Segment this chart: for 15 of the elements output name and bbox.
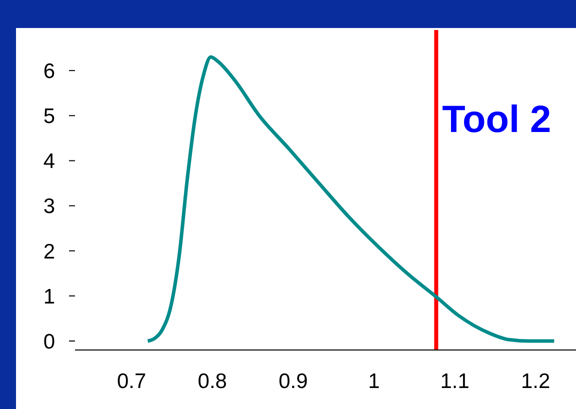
- x-tick-label: 0.9: [278, 370, 308, 393]
- x-tick-label: 0.8: [198, 370, 227, 393]
- x-tick-label: 1: [368, 370, 380, 393]
- ref-line-label: Tool 2: [442, 98, 552, 141]
- y-tick-label: 3: [43, 195, 55, 218]
- x-tick-label: 1.2: [520, 370, 550, 393]
- y-tick-label: 6: [43, 60, 55, 84]
- x-tick-label: 0.7: [116, 370, 146, 393]
- y-tick-label: 0: [43, 330, 55, 354]
- y-tick-label: 1: [43, 285, 55, 308]
- line-series: [146, 55, 556, 343]
- y-tick-label: 5: [43, 105, 55, 128]
- y-tick-label: 4: [43, 150, 56, 174]
- x-tick-label: 1.1: [440, 370, 470, 393]
- y-tick-label: 2: [43, 240, 55, 264]
